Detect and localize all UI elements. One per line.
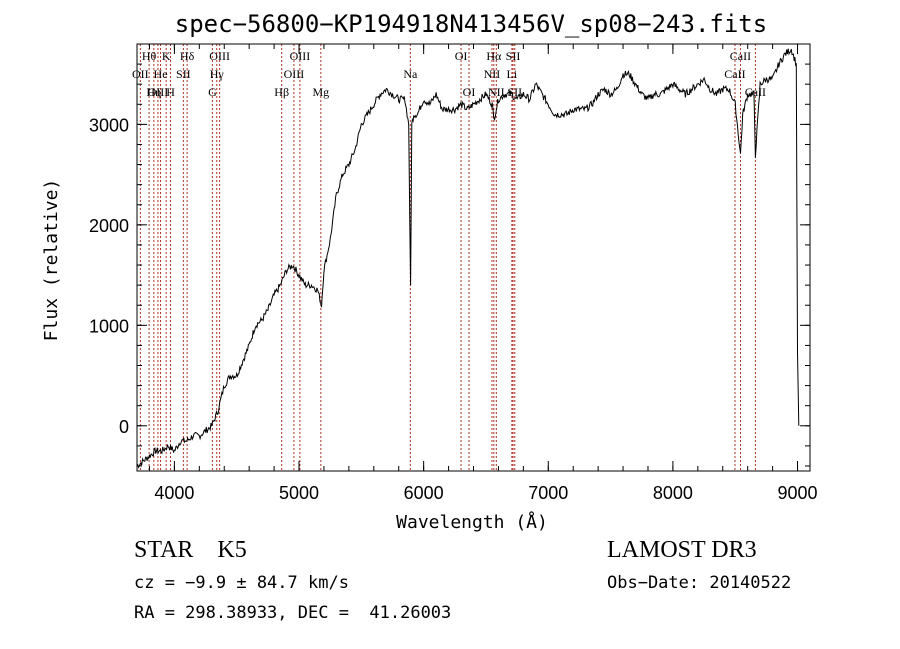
object-class: STAR K5: [134, 537, 247, 563]
line-marker-label: NII: [488, 85, 505, 99]
line-marker-label: K: [162, 49, 171, 63]
line-marker-label: CaII: [730, 49, 751, 63]
line-marker-label: OIII: [209, 49, 230, 63]
x-tick-label: 8000: [653, 483, 693, 503]
spectrum-line: [136, 48, 800, 469]
line-marker-label: CaII: [745, 85, 766, 99]
line-marker-label: SII: [506, 49, 521, 63]
line-marker-label: Na: [403, 67, 418, 81]
line-marker-label: Mg: [312, 85, 329, 99]
chart-title: spec−56800−KP194918N413456V_sp08−243.fit…: [175, 10, 767, 38]
x-tick-label: 6000: [404, 483, 444, 503]
y-tick-label: 0: [119, 417, 129, 437]
line-marker-label: Hη: [146, 85, 161, 99]
coordinates: RA = 298.38933, DEC = 41.26003: [134, 603, 452, 623]
line-marker-label: OI: [463, 85, 476, 99]
x-tick-label: 5000: [279, 483, 319, 503]
line-marker-label: Hγ: [210, 67, 225, 81]
observation-date: Obs−Date: 20140522: [607, 573, 792, 593]
line-marker-label: OIII: [148, 85, 169, 99]
plot-frame: [136, 43, 811, 472]
line-marker-label: Hβ: [274, 85, 289, 99]
line-marker-label: OII: [132, 67, 149, 81]
line-marker-label: OI: [455, 49, 468, 63]
line-marker-label: CaII: [724, 67, 745, 81]
x-tick-label: 9000: [778, 483, 818, 503]
line-marker-label: OIII: [284, 67, 305, 81]
x-axis-label: Wavelength (Å): [396, 511, 548, 533]
y-axis-ticks: 0 1000 2000 3000: [89, 43, 810, 467]
x-axis-ticks: 4000 5000 6000 7000 8000 9000: [148, 44, 818, 503]
line-marker-label: H: [166, 85, 175, 99]
redshift-value: cz = −9.9 ± 84.7 km/s: [134, 573, 349, 593]
y-tick-label: 2000: [89, 216, 129, 236]
line-marker-label: Hθ: [142, 49, 157, 63]
x-tick-label: 7000: [528, 483, 568, 503]
line-marker-label: SII: [176, 67, 191, 81]
line-marker-label: Li: [507, 67, 518, 81]
line-marker-label: He: [154, 67, 168, 81]
y-tick-label: 3000: [89, 115, 129, 135]
y-tick-label: 1000: [89, 316, 129, 336]
line-marker-label: NII: [484, 67, 501, 81]
survey-name: LAMOST DR3: [607, 537, 757, 563]
line-marker-label: OIII: [290, 49, 311, 63]
y-axis-label: Flux (relative): [41, 179, 62, 342]
line-marker-label: Hα: [486, 49, 502, 63]
line-marker-label: G: [208, 85, 217, 99]
x-tick-label: 4000: [154, 483, 194, 503]
line-marker-label: Hδ: [180, 49, 195, 63]
